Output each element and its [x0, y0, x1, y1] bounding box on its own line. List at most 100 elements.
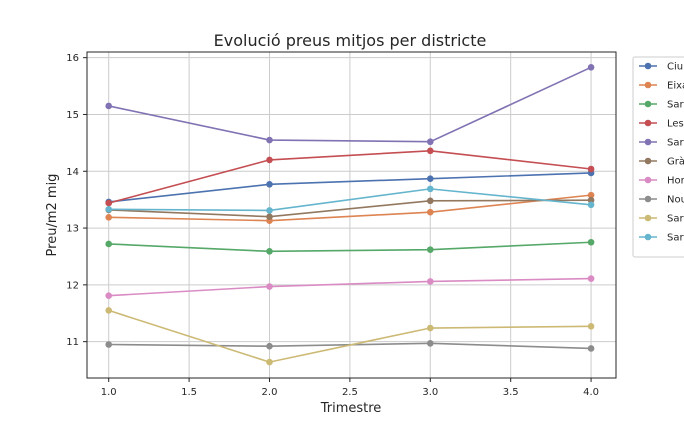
legend-item: Sar	[639, 214, 684, 225]
data-point	[587, 238, 595, 246]
x-tick-label: 2.0	[262, 387, 278, 398]
data-point	[426, 197, 434, 205]
x-axis-ticks: 1.0 1.5 2.0 2.5 3.0 3.5 4.0	[101, 378, 599, 398]
series-9	[105, 307, 595, 366]
legend-marker	[644, 157, 652, 165]
data-point	[105, 199, 113, 207]
y-tick-label: 15	[66, 110, 79, 121]
legend-marker	[644, 119, 652, 127]
series-group	[105, 64, 595, 366]
data-point	[426, 324, 434, 332]
data-point	[266, 213, 273, 221]
legend-label: Les	[667, 119, 684, 130]
data-point	[105, 240, 113, 248]
data-point	[105, 307, 113, 314]
series-5	[105, 64, 595, 146]
data-point	[587, 323, 595, 330]
data-point	[105, 102, 113, 110]
data-point	[587, 345, 595, 352]
x-tick-label: 1.0	[101, 387, 117, 398]
legend-label: Sar	[667, 100, 684, 111]
legend-item: Sar	[639, 233, 684, 244]
data-point	[266, 156, 273, 164]
data-point	[266, 358, 273, 366]
legend-label: Eixa	[667, 81, 684, 92]
series-line	[108, 66, 592, 143]
legend-item: Sar	[639, 100, 684, 111]
x-axis-label: Trimestre	[320, 401, 382, 416]
y-tick-label: 13	[66, 224, 79, 235]
legend-marker	[644, 138, 652, 146]
data-point	[426, 246, 434, 253]
y-tick-label: 14	[66, 167, 79, 178]
legend-item: Nou	[639, 195, 684, 206]
legend-label: Sar	[667, 138, 684, 149]
legend-marker	[644, 100, 652, 108]
legend-marker	[644, 81, 652, 89]
legend-label: Ciu	[667, 62, 683, 73]
legend-marker	[644, 214, 652, 222]
legend-item: Les	[639, 119, 684, 130]
legend-item: Ciu	[639, 62, 683, 73]
data-point	[266, 181, 273, 188]
legend-item: Hor	[639, 176, 684, 187]
data-point	[426, 208, 434, 216]
y-tick-label: 11	[66, 337, 79, 348]
legend-label: Nou	[667, 195, 684, 206]
series-line	[108, 277, 592, 297]
data-point	[105, 206, 113, 213]
legend-frame	[632, 56, 684, 258]
data-point	[587, 275, 595, 282]
x-tick-label: 1.5	[181, 387, 197, 398]
data-point	[426, 278, 434, 285]
series-line	[108, 199, 592, 218]
legend-label: Sar	[667, 233, 684, 244]
plot-area-frame	[86, 51, 617, 379]
data-point	[266, 283, 273, 290]
series-line	[108, 309, 592, 363]
data-point	[105, 341, 113, 348]
data-point	[266, 136, 273, 144]
y-axis-label: Preu/m2 mig	[45, 174, 60, 257]
data-point	[266, 207, 273, 214]
legend-marker	[644, 176, 652, 184]
data-point	[105, 292, 113, 299]
chart-title: Evolució preus mitjos per districte	[214, 31, 487, 50]
series-line	[108, 188, 592, 212]
data-point	[105, 213, 113, 221]
series-3	[105, 238, 595, 255]
series-line	[108, 150, 592, 204]
x-tick-label: 4.0	[583, 387, 599, 398]
x-tick-label: 3.0	[422, 387, 438, 398]
data-point	[426, 138, 434, 146]
legend-item: Sar	[639, 138, 684, 149]
y-tick-label: 12	[66, 280, 79, 291]
data-point	[426, 175, 434, 182]
data-point	[587, 165, 595, 173]
data-point	[587, 201, 595, 209]
data-point	[587, 64, 595, 71]
legend-item: Grà	[639, 156, 684, 168]
y-tick-label: 16	[66, 53, 79, 64]
legend: Ciu Eixa Sar Les Sar Grà Hor Nou Sar Sar	[632, 56, 684, 258]
y-axis-ticks: 11 12 13 14 15 16	[66, 53, 87, 348]
data-point	[426, 340, 434, 347]
legend-marker	[644, 62, 652, 70]
data-point	[587, 191, 595, 199]
x-tick-label: 3.5	[503, 387, 519, 398]
data-point	[266, 248, 273, 255]
series-line	[108, 172, 592, 203]
data-point	[426, 147, 434, 155]
data-point	[426, 185, 434, 193]
data-point	[587, 196, 595, 204]
legend-marker	[644, 195, 652, 203]
legend-label: Sar	[667, 214, 684, 225]
series-2	[105, 191, 595, 224]
legend-marker	[644, 233, 652, 241]
series-7	[105, 275, 595, 299]
series-line	[108, 241, 592, 253]
legend-label: Grà	[667, 156, 684, 168]
series-4	[105, 147, 595, 207]
series-line	[108, 194, 592, 222]
legend-item: Eixa	[639, 81, 684, 92]
